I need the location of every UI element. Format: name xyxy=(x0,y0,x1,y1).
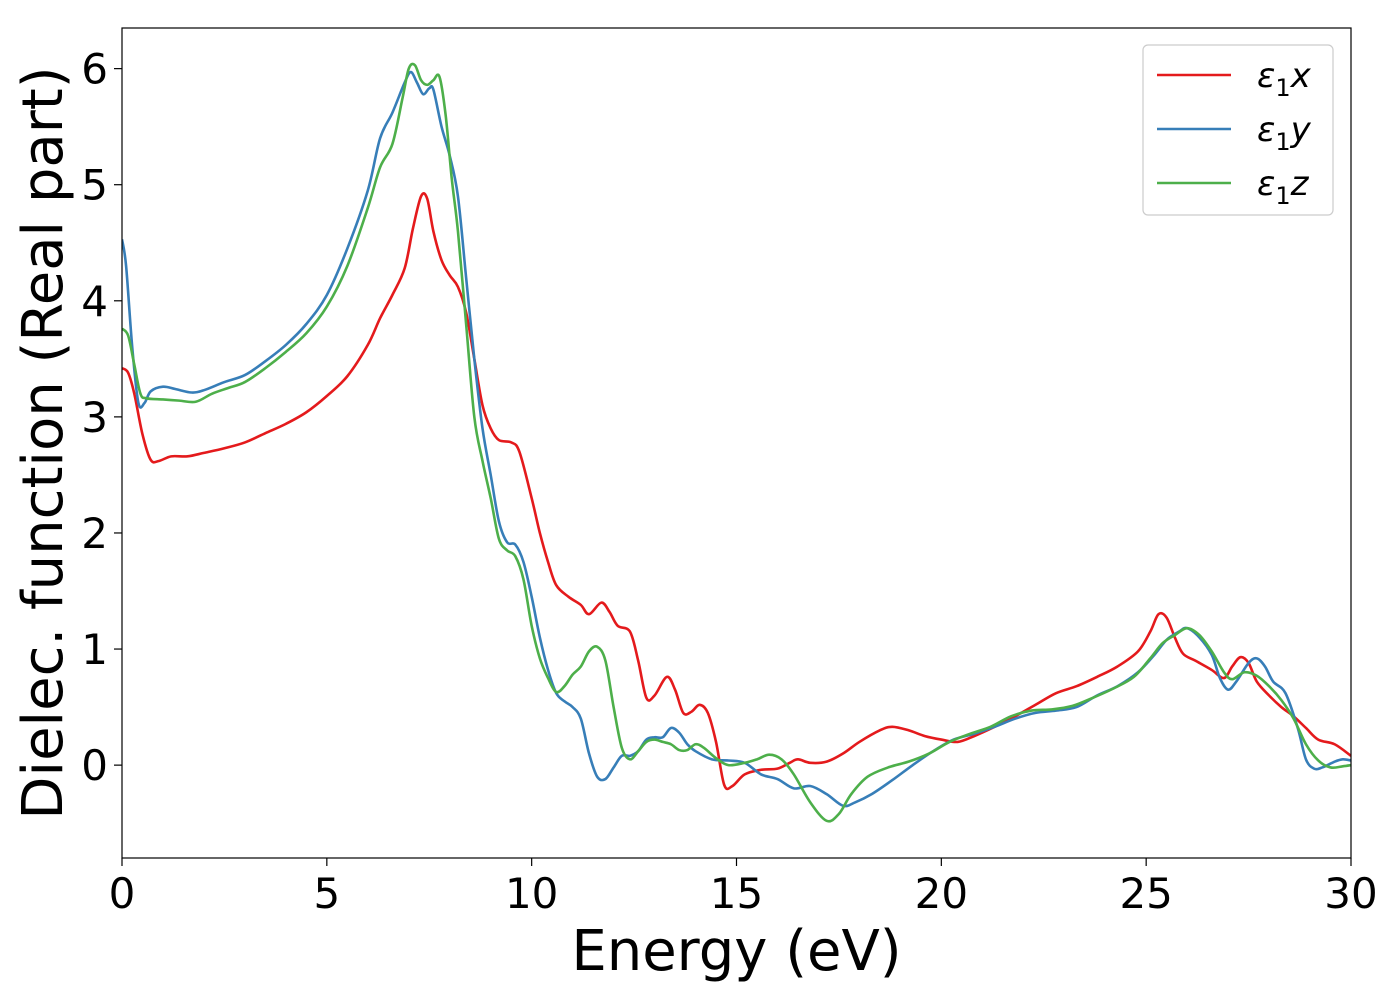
y-axis: 0 1 2 3 4 5 6 xyxy=(81,45,122,790)
legend-label-variable: z xyxy=(1290,164,1310,204)
y-tick-label: 4 xyxy=(81,277,108,326)
series-layer xyxy=(122,62,1351,823)
legend-label-epsilon: ε xyxy=(1257,164,1275,204)
legend-label-epsilon: ε xyxy=(1257,110,1275,150)
x-tick-label: 20 xyxy=(915,869,968,918)
x-axis: 0 5 10 15 20 25 30 xyxy=(109,858,1378,918)
y-tick-label: 1 xyxy=(81,625,108,674)
legend-label-subscript: 1 xyxy=(1275,182,1290,210)
legend-label-z: ε1z xyxy=(1257,164,1310,210)
y-tick-label: 2 xyxy=(81,509,108,558)
legend-label-subscript: 1 xyxy=(1275,74,1290,102)
legend-label-epsilon: ε xyxy=(1257,56,1275,96)
x-tick-label: 30 xyxy=(1324,869,1377,918)
series-line-x xyxy=(122,192,1351,791)
legend-box xyxy=(1142,44,1334,216)
x-tick-label: 10 xyxy=(505,869,558,918)
x-axis-label: Energy (eV) xyxy=(571,919,901,984)
x-tick-label: 25 xyxy=(1119,869,1172,918)
legend-label-variable: y xyxy=(1290,110,1312,150)
legend-label-variable: x xyxy=(1290,56,1312,96)
legend-label-x: ε1x xyxy=(1257,56,1312,102)
y-tick-label: 0 xyxy=(81,741,108,790)
y-axis-label: Dielec. function (Real part) xyxy=(11,66,76,819)
y-tick-label: 5 xyxy=(81,161,108,210)
x-tick-label: 5 xyxy=(313,869,340,918)
legend-label-y: ε1y xyxy=(1257,110,1312,156)
x-tick-label: 15 xyxy=(710,869,763,918)
x-tick-label: 0 xyxy=(109,869,136,918)
series-line-z xyxy=(122,62,1351,823)
legend-label-subscript: 1 xyxy=(1275,128,1290,156)
y-tick-label: 6 xyxy=(81,45,108,94)
y-tick-label: 3 xyxy=(81,393,108,442)
